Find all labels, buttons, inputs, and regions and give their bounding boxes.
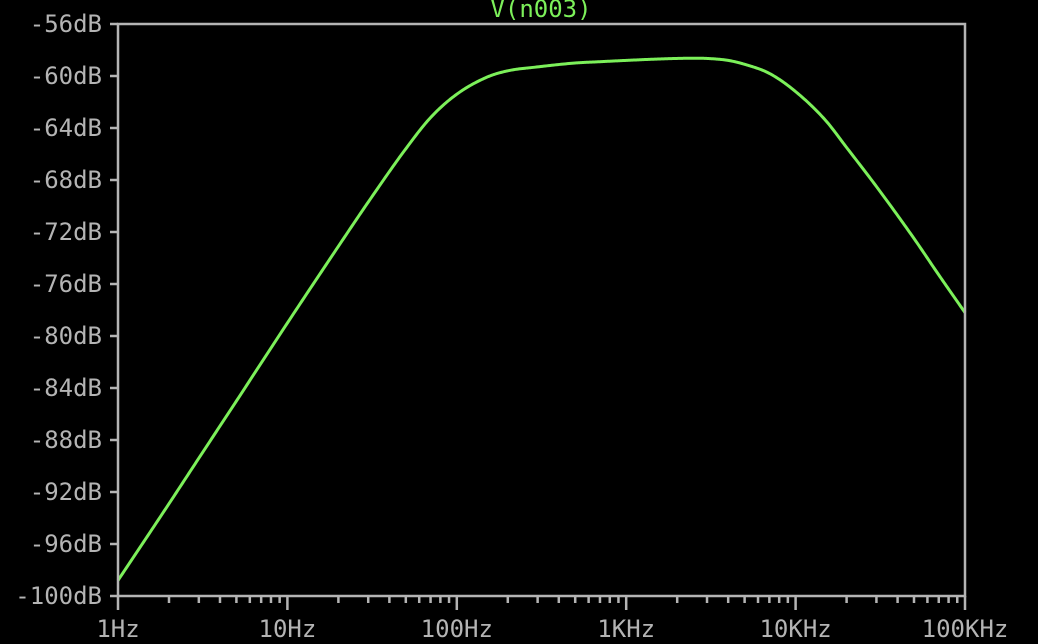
x-tick-label: 10Hz (259, 615, 317, 643)
x-tick-label: 1KHz (597, 615, 655, 643)
plot-area (118, 24, 965, 596)
y-tick-label: -56dB (30, 10, 102, 38)
x-tick-label: 1Hz (96, 615, 139, 643)
y-tick-label: -68dB (30, 166, 102, 194)
y-tick-label: -84dB (30, 374, 102, 402)
y-tick-label: -92dB (30, 478, 102, 506)
y-tick-label: -60dB (30, 62, 102, 90)
x-tick-label: 100Hz (421, 615, 493, 643)
y-tick-label: -64dB (30, 114, 102, 142)
x-tick-label: 10KHz (759, 615, 831, 643)
plot-title: V(n003) (490, 0, 591, 23)
y-tick-label: -96dB (30, 530, 102, 558)
y-tick-label: -100dB (15, 582, 102, 610)
y-tick-label: -76dB (30, 270, 102, 298)
y-tick-label: -72dB (30, 218, 102, 246)
y-tick-label: -80dB (30, 322, 102, 350)
y-tick-label: -88dB (30, 426, 102, 454)
x-tick-label: 100KHz (922, 615, 1009, 643)
